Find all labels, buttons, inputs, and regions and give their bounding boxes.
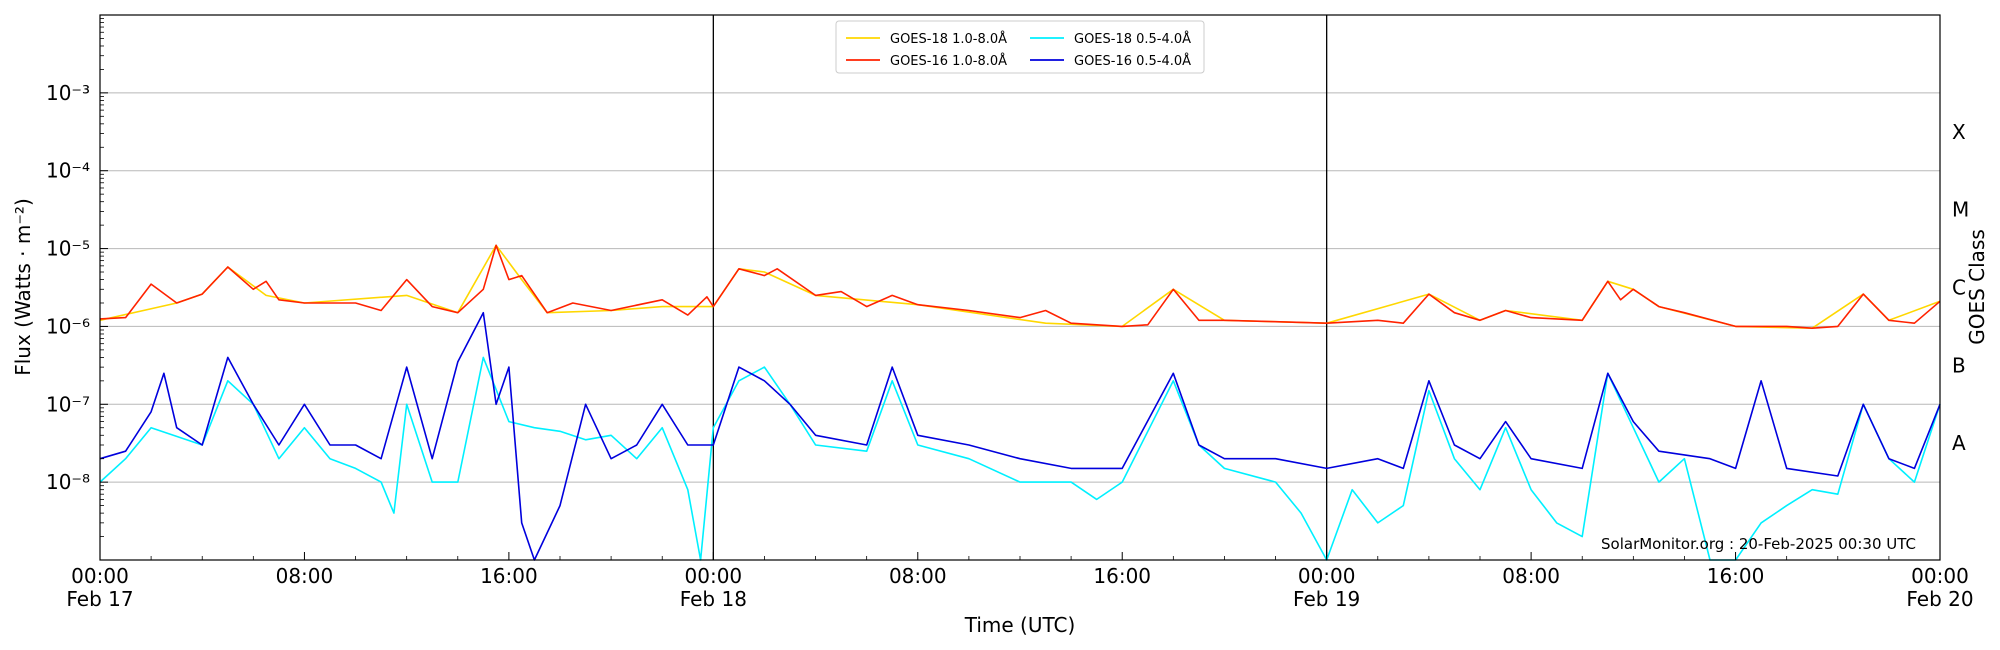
- legend: GOES-18 1.0-8.0Å GOES-16 1.0-8.0Å GOES-18 …: [835, 20, 1205, 74]
- legend-label: GOES-18 0.5-4.0Å: [1074, 31, 1191, 47]
- right-axis-title: GOES Class: [1965, 229, 1989, 345]
- x-axis-title: Time (UTC): [964, 613, 1076, 637]
- series-lines: [99, 244, 1941, 561]
- goes-class-label: B: [1952, 353, 1966, 377]
- legend-label: GOES-16 1.0-8.0Å: [890, 53, 1007, 69]
- axis-ticks: [99, 18, 1941, 560]
- x-tick-date-label: Feb 20: [1906, 587, 1973, 611]
- x-tick-label: 16:00: [480, 564, 538, 588]
- goes-class-label: A: [1952, 431, 1966, 455]
- goes-class-label: C: [1952, 276, 1966, 300]
- x-tick-date-label: Feb 18: [680, 587, 747, 611]
- x-tick-label: 00:00: [1298, 564, 1356, 588]
- x-tick-label: 08:00: [276, 564, 334, 588]
- x-tick-label: 00:00: [71, 564, 129, 588]
- x-tick-date-label: Feb 17: [66, 587, 133, 611]
- legend-label: GOES-18 1.0-8.0Å: [890, 31, 1007, 47]
- x-tick-label: 08:00: [889, 564, 947, 588]
- credit-text: SolarMonitor.org : 20-Feb-2025 00:30 UTC: [1601, 535, 1916, 553]
- x-tick-label: 00:00: [685, 564, 743, 588]
- y-axis-title: Flux (Watts · m⁻²): [11, 198, 35, 376]
- series-line: [99, 244, 1941, 329]
- y-tick-label: 10⁻⁶: [46, 314, 90, 338]
- x-tick-date-label: Feb 19: [1293, 587, 1360, 611]
- legend-box: [835, 20, 1205, 74]
- legend-label: GOES-16 0.5-4.0Å: [1074, 53, 1191, 69]
- goes-class-label: M: [1952, 198, 1969, 222]
- y-tick-label: 10⁻⁷: [46, 392, 90, 416]
- goes-class-label: X: [1952, 120, 1966, 144]
- x-tick-label: 08:00: [1502, 564, 1560, 588]
- series-line: [99, 311, 1941, 561]
- series-line: [99, 356, 1941, 561]
- x-tick-label: 16:00: [1093, 564, 1151, 588]
- y-tick-label: 10⁻⁵: [46, 237, 90, 261]
- y-tick-label: 10⁻⁴: [46, 159, 90, 183]
- x-tick-label: 00:00: [1911, 564, 1969, 588]
- y-tick-label: 10⁻⁸: [46, 470, 90, 494]
- x-tick-label: 16:00: [1707, 564, 1765, 588]
- y-tick-label: 10⁻³: [46, 81, 90, 105]
